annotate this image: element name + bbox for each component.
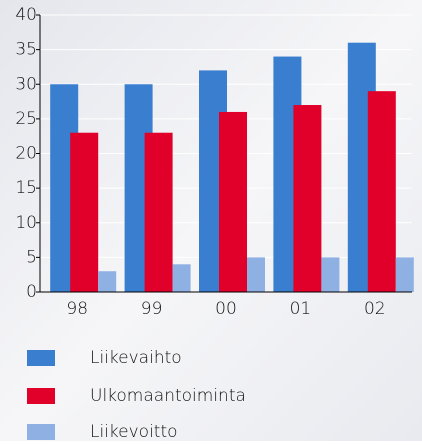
- x-tick-label: 01: [290, 299, 312, 319]
- bar: [144, 132, 173, 292]
- x-tick-label: 99: [141, 299, 163, 319]
- legend-swatch: [27, 350, 55, 366]
- bar: [321, 257, 340, 292]
- x-tick-label: 98: [66, 299, 88, 319]
- bar: [367, 91, 396, 292]
- bar: [98, 271, 117, 292]
- legend-swatch: [27, 388, 55, 404]
- bar: [293, 105, 322, 293]
- y-tick-label: 25: [15, 109, 37, 129]
- y-tick-label: 35: [15, 40, 37, 60]
- x-tick-label: 02: [364, 299, 386, 319]
- bar: [219, 111, 247, 292]
- y-tick-label: 15: [15, 178, 37, 198]
- legend-label: Liikevoitto: [90, 422, 178, 441]
- legend-label: Liikevaihto: [90, 348, 182, 368]
- y-tick-label: 20: [15, 144, 37, 164]
- y-tick-label: 10: [15, 213, 37, 233]
- legend-label: Ulkomaantoiminta: [90, 386, 246, 406]
- bar: [172, 264, 191, 292]
- bar: [247, 257, 265, 292]
- y-tick-label: 0: [26, 282, 37, 302]
- legend-swatch: [27, 424, 55, 440]
- bar: [395, 257, 414, 292]
- bar: [70, 132, 99, 292]
- y-tick-label: 30: [15, 74, 37, 94]
- y-tick-label: 40: [15, 5, 37, 25]
- y-tick-label: 5: [26, 247, 37, 267]
- x-tick-label: 00: [215, 299, 237, 319]
